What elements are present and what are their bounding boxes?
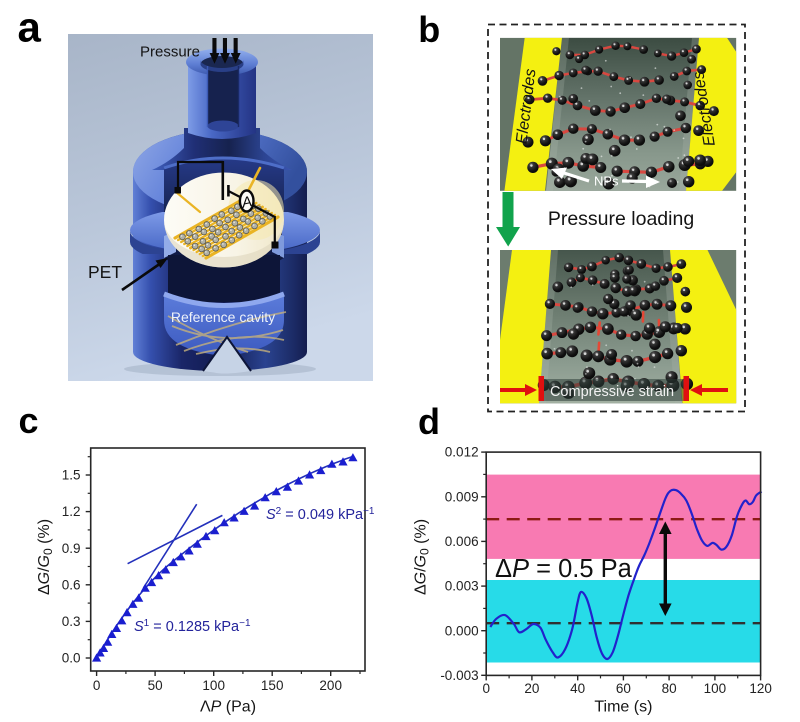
svg-text:-0.003: -0.003 <box>440 668 478 683</box>
svg-text:Reference cavity: Reference cavity <box>171 309 275 325</box>
svg-text:200: 200 <box>319 678 342 693</box>
svg-text:120: 120 <box>749 681 772 696</box>
svg-text:0.9: 0.9 <box>62 541 81 556</box>
svg-text:d: d <box>418 401 440 442</box>
svg-text:S1 = 0.1285 kPa−1: S1 = 0.1285 kPa−1 <box>134 618 251 635</box>
svg-text:100: 100 <box>202 678 225 693</box>
svg-text:0.6: 0.6 <box>62 577 81 592</box>
svg-text:40: 40 <box>570 681 585 696</box>
svg-text:20: 20 <box>524 681 539 696</box>
svg-text:PET: PET <box>88 262 122 282</box>
svg-text:A: A <box>239 193 253 212</box>
svg-text:60: 60 <box>616 681 631 696</box>
svg-text:ΔG/G0 (%): ΔG/G0 (%) <box>36 519 55 595</box>
svg-text:0.003: 0.003 <box>445 579 479 594</box>
svg-text:100: 100 <box>704 681 727 696</box>
svg-text:Compressive strain: Compressive strain <box>550 384 674 400</box>
svg-text:1.5: 1.5 <box>62 468 81 483</box>
svg-text:0.000: 0.000 <box>445 623 479 638</box>
svg-text:0.012: 0.012 <box>445 445 479 460</box>
svg-text:1.2: 1.2 <box>62 504 81 519</box>
svg-text:b: b <box>418 9 440 50</box>
svg-text:S2 = 0.049 kPa−1: S2 = 0.049 kPa−1 <box>266 506 375 523</box>
svg-text:Pressure loading: Pressure loading <box>548 208 694 230</box>
svg-text:0: 0 <box>482 681 490 696</box>
svg-text:Time (s): Time (s) <box>594 699 652 716</box>
svg-text:ΔG/G0 (%): ΔG/G0 (%) <box>413 519 432 595</box>
svg-text:0: 0 <box>93 678 101 693</box>
svg-text:0.006: 0.006 <box>445 534 479 549</box>
svg-text:Pressure: Pressure <box>140 44 200 61</box>
svg-text:0.009: 0.009 <box>445 489 479 504</box>
svg-text:0.3: 0.3 <box>62 614 81 629</box>
svg-text:NPs: NPs <box>594 174 619 189</box>
svg-text:ΛP (Pa): ΛP (Pa) <box>200 699 256 716</box>
svg-text:150: 150 <box>261 678 284 693</box>
svg-text:0.0: 0.0 <box>62 651 81 666</box>
svg-text:c: c <box>19 400 39 441</box>
svg-text:50: 50 <box>148 678 163 693</box>
svg-text:ΔP = 0.5 Pa: ΔP = 0.5 Pa <box>495 555 633 583</box>
svg-text:a: a <box>18 4 42 51</box>
svg-text:80: 80 <box>662 681 677 696</box>
